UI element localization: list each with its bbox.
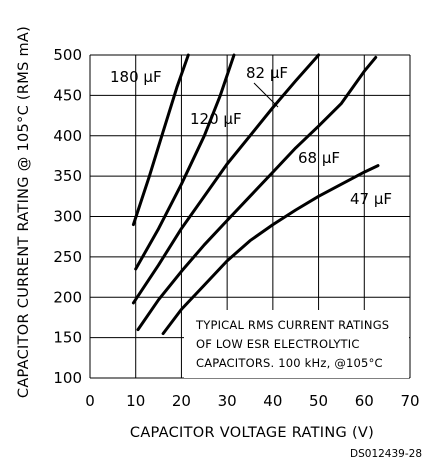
y-tick-label-7: 450 [53,86,82,104]
x-tick-label-4: 40 [263,392,282,410]
curve-180f [131,53,190,227]
series-labels: 180 µF 120 µF 82 µF 68 µF 47 µF [110,64,392,208]
annotation-line-2: OF LOW ESR ELECTROLYTIC [196,337,360,351]
x-tick-label-2: 20 [172,392,191,410]
curve-47f [161,164,380,336]
y-tick-label-8: 500 [53,46,82,64]
y-tick-label-1: 150 [53,329,82,347]
x-axis-ticks: 0 10 20 30 40 50 60 70 [85,392,419,410]
series-label-3: 68 µF [298,149,340,167]
annotation-line-3: CAPACITORS. 100 kHz, @105°C [196,356,383,370]
label-82-leader-line [253,82,279,108]
y-tick-label-6: 400 [53,127,82,145]
y-tick-label-3: 250 [53,248,82,266]
y-tick-label-5: 350 [53,167,82,185]
x-tick-label-5: 50 [309,392,328,410]
series-label-0: 180 µF [110,68,162,86]
curve-82f [131,53,321,305]
y-axis-title: CAPACITOR CURRENT RATING @ 105°C (RMS mA… [16,26,32,398]
series-label-1: 120 µF [190,110,242,128]
x-tick-label-0: 0 [85,392,95,410]
x-tick-label-7: 70 [400,392,419,410]
y-tick-label-4: 300 [53,208,82,226]
figure-code: DS012439-28 [350,448,422,460]
curves [131,53,380,336]
y-tick-label-2: 200 [53,288,82,306]
y-axis-ticks: 100 150 200 250 300 350 400 450 500 [53,46,82,387]
curve-68f [136,55,378,332]
annotation-box [184,310,409,378]
y-tick-label-0: 100 [53,369,82,387]
annotation-line-1: TYPICAL RMS CURRENT RATINGS [195,318,389,332]
x-axis-title: CAPACITOR VOLTAGE RATING (V) [130,425,374,441]
x-tick-label-3: 30 [218,392,237,410]
series-label-2: 82 µF [246,64,288,82]
series-label-4: 47 µF [350,190,392,208]
x-tick-label-6: 60 [355,392,374,410]
curve-120f [134,53,236,271]
x-tick-label-1: 10 [126,392,145,410]
